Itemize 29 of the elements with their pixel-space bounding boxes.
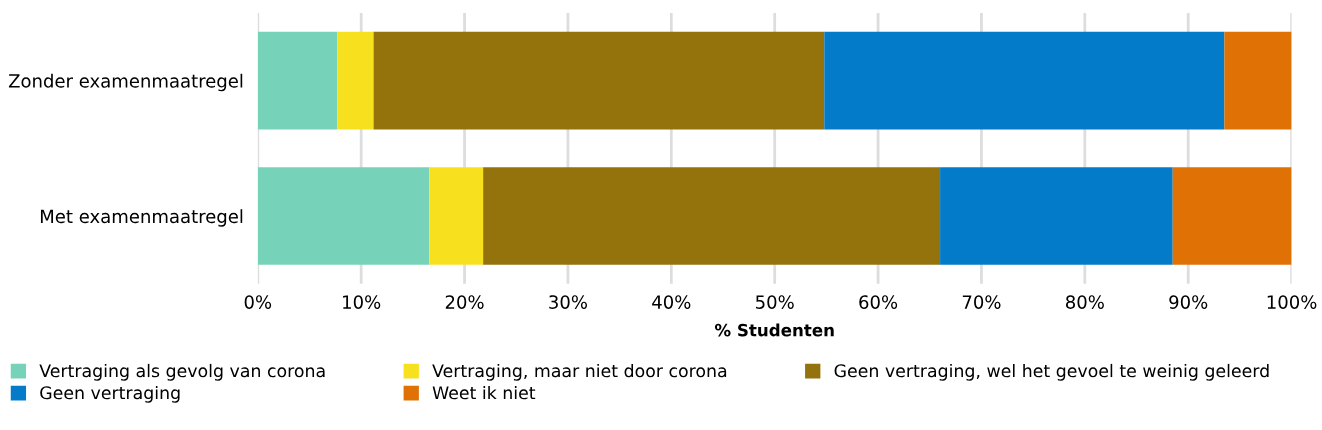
bar xyxy=(337,31,374,130)
bar xyxy=(257,167,430,265)
legend-label: Geen vertraging xyxy=(40,385,180,403)
x-tick-label: 70% xyxy=(962,295,1001,309)
x-tick-label: 50% xyxy=(756,295,794,309)
bar xyxy=(373,31,825,130)
legend-label: Vertraging als gevolg van corona xyxy=(39,363,325,381)
x-tick-label: 60% xyxy=(859,295,898,309)
x-tick-label: 100% xyxy=(1267,295,1317,309)
bar xyxy=(940,167,1173,265)
bar xyxy=(483,167,941,265)
x-tick-label: 80% xyxy=(1065,295,1104,309)
legend-label: Weet ik niet xyxy=(432,385,536,400)
y-tick-label: Zonder examenmaatregel xyxy=(8,73,243,92)
bar xyxy=(257,31,338,130)
bar xyxy=(1224,31,1292,130)
bar xyxy=(824,31,1225,130)
bar xyxy=(1172,167,1292,265)
x-tick-label: 90% xyxy=(1169,295,1208,309)
bar xyxy=(429,167,484,265)
y-tick-label: Met examenmaatregel xyxy=(40,209,243,227)
legend-label: Vertraging, maar niet door corona xyxy=(432,363,727,381)
x-axis-title: % Studenten xyxy=(714,323,834,337)
x-tick-label: 10% xyxy=(343,295,381,309)
x-tick-label: 20% xyxy=(445,295,484,309)
x-tick-label: 40% xyxy=(652,295,691,309)
x-tick-label: 0% xyxy=(244,295,272,309)
legend-label: Geen vertraging, wel het gevoel te weinig geleerd xyxy=(834,363,1269,381)
x-tick-label: 30% xyxy=(549,295,587,309)
